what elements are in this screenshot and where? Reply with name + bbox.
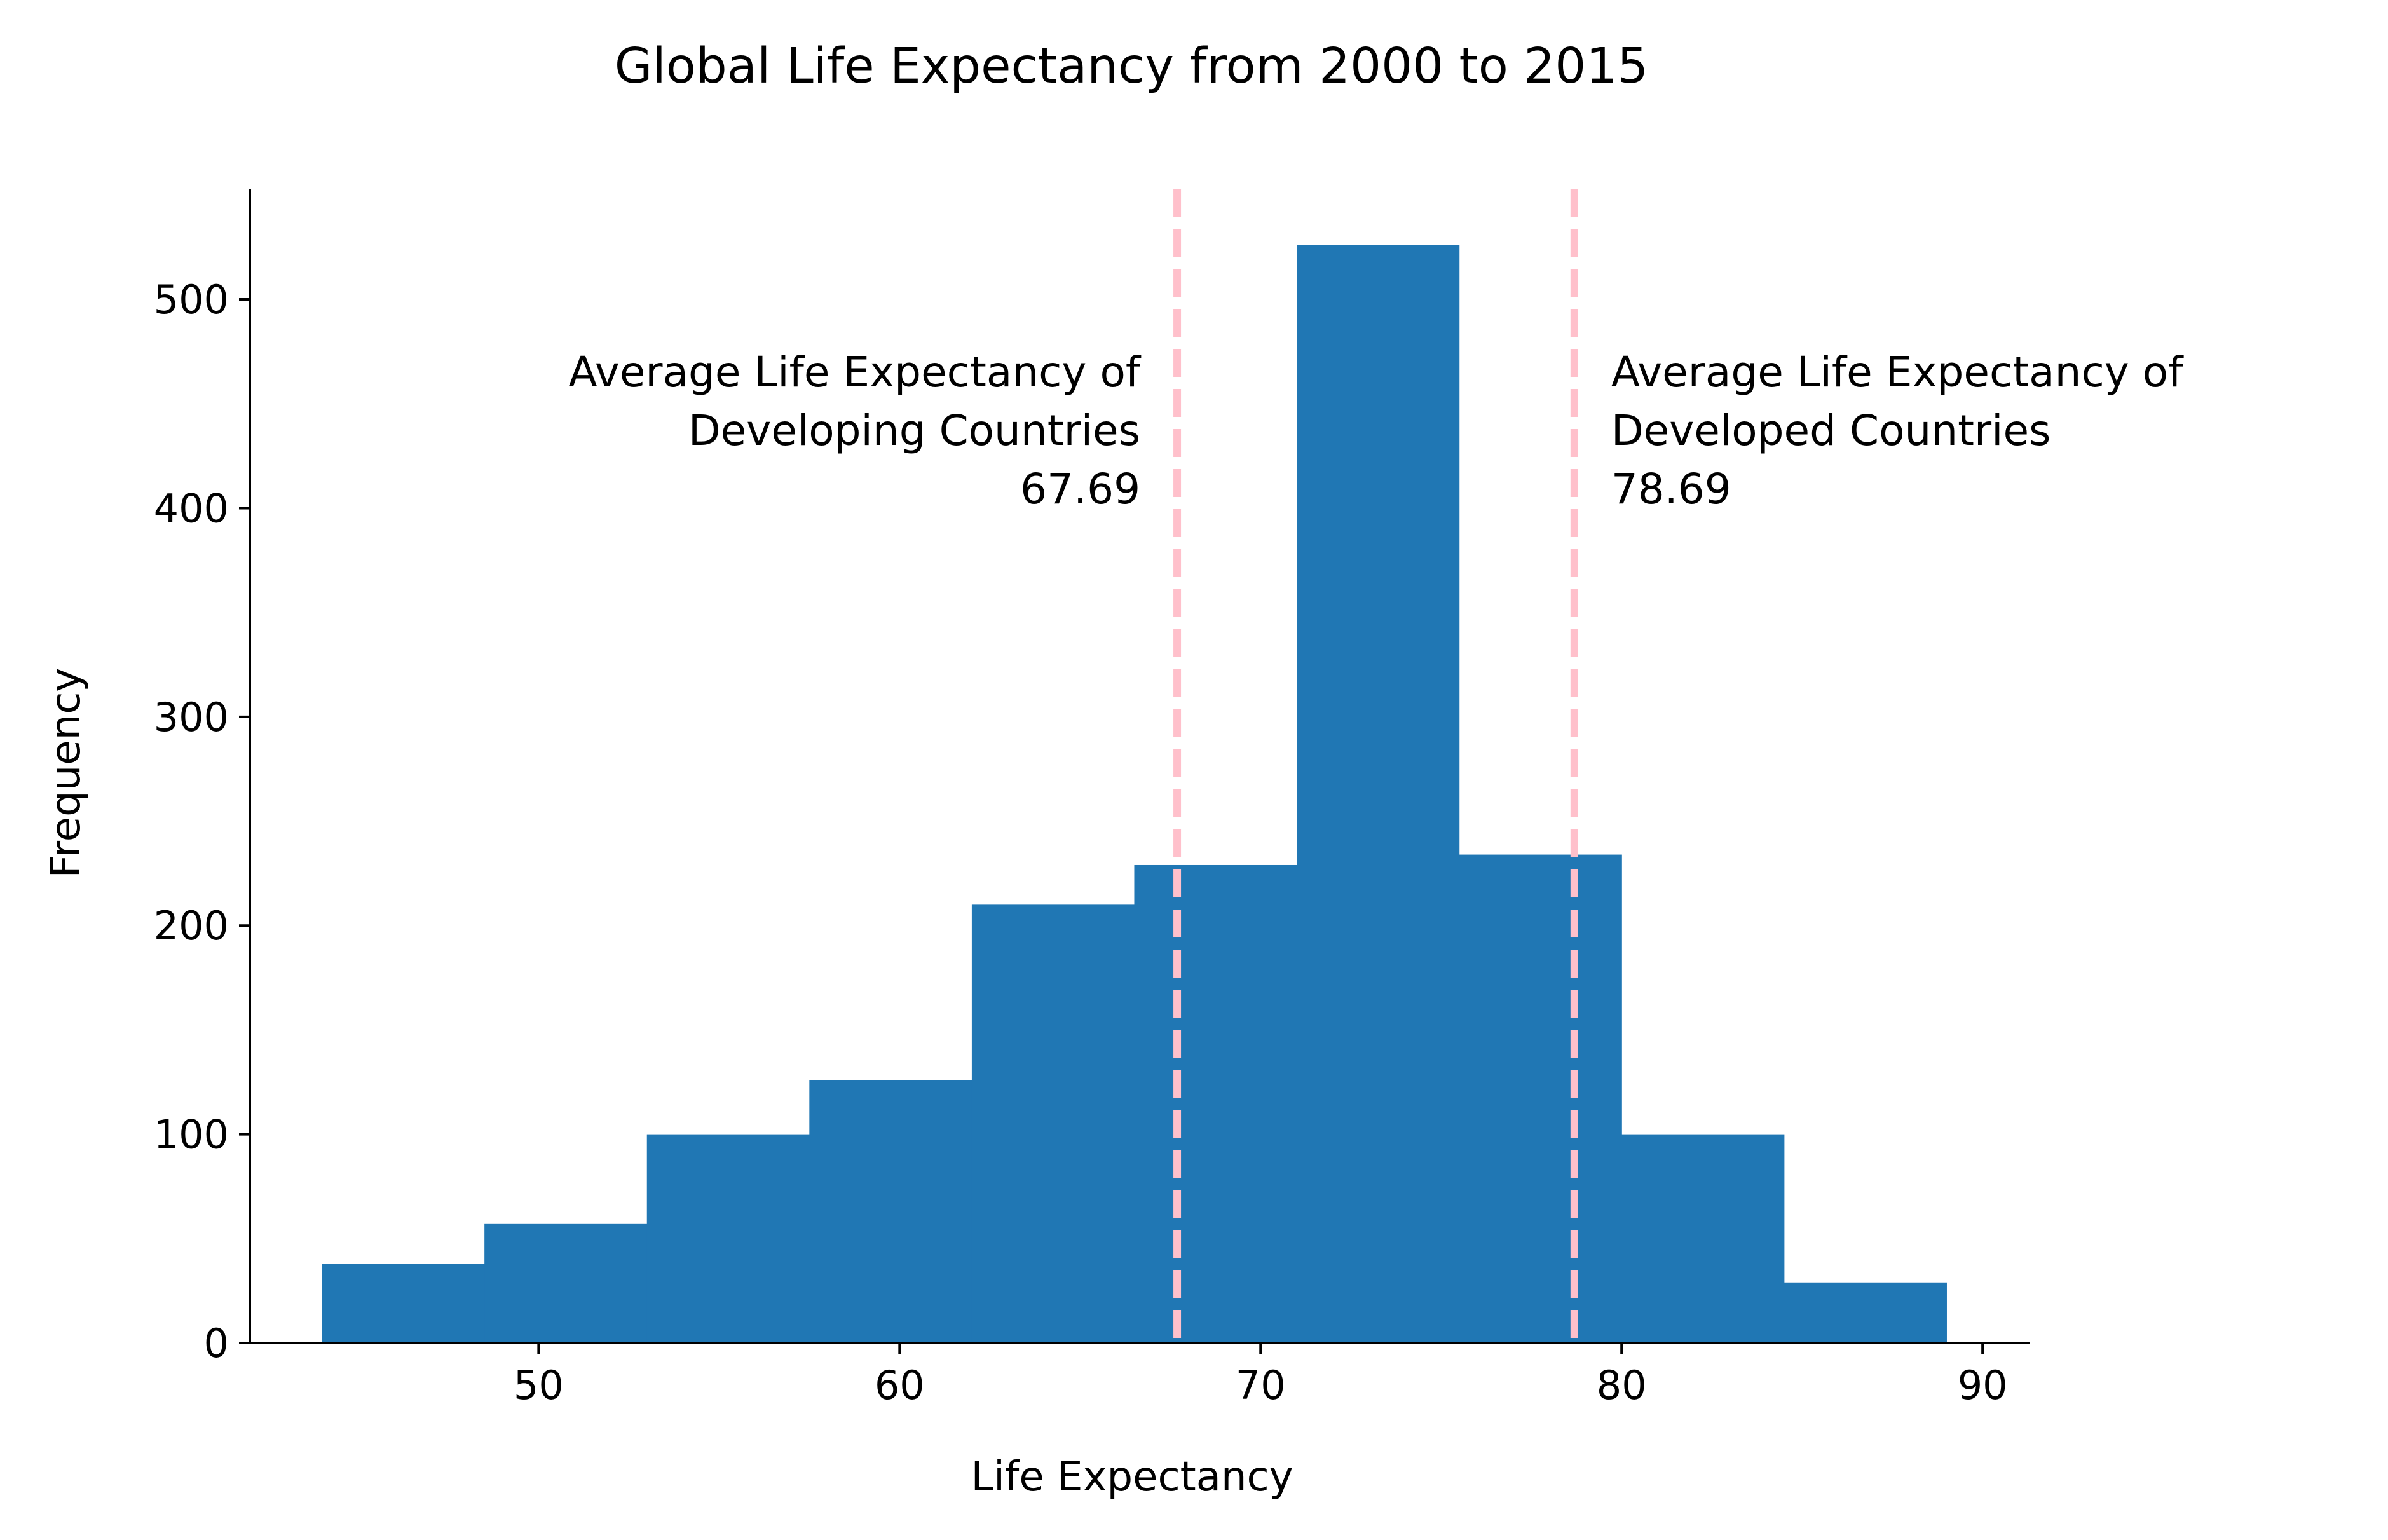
- reference-line-2-label: 78.69: [1611, 465, 1731, 514]
- reference-line-2-label: Developed Countries: [1611, 406, 2051, 455]
- reference-line-2-label: Average Life Expectancy of: [1611, 348, 2184, 397]
- y-axis-label: Frequency: [43, 668, 90, 878]
- histogram-bar: [971, 904, 1135, 1343]
- histogram-bar: [322, 1264, 485, 1343]
- histogram-bar: [1134, 864, 1297, 1343]
- histogram-bar: [1459, 854, 1622, 1343]
- y-tick-label: 0: [204, 1320, 229, 1366]
- reference-line-1-label: 67.69: [1020, 465, 1140, 514]
- reference-line-1-label: Average Life Expectancy of: [568, 348, 1141, 397]
- bars-layer: [322, 245, 1947, 1343]
- histogram-bar: [1784, 1282, 1947, 1343]
- x-axis-label: Life Expectancy: [971, 1454, 1293, 1501]
- chart-title: Global Life Expectancy from 2000 to 2015: [615, 38, 1649, 95]
- y-ticks-layer: 0 100 200 300 400 500: [154, 276, 250, 1366]
- histogram-bar: [646, 1134, 810, 1343]
- histogram-bar: [1297, 245, 1460, 1343]
- x-tick-label: 60: [875, 1362, 925, 1408]
- x-tick-label: 70: [1236, 1362, 1286, 1408]
- axes-layer: [249, 189, 2030, 1344]
- reference-line-1-label: Developing Countries: [688, 406, 1140, 455]
- reference-lines-layer: [1173, 189, 1578, 1343]
- histogram-bar: [484, 1223, 648, 1343]
- x-tick-label: 50: [514, 1362, 564, 1408]
- y-tick-label: 500: [154, 276, 229, 323]
- histogram-bar: [809, 1080, 972, 1343]
- x-ticks-layer: 50 60 70 80 90: [514, 1343, 2008, 1408]
- x-tick-label: 80: [1597, 1362, 1647, 1408]
- y-tick-label: 400: [154, 485, 229, 531]
- y-tick-label: 200: [154, 903, 229, 949]
- y-tick-label: 100: [154, 1112, 229, 1158]
- y-tick-label: 300: [154, 694, 229, 740]
- x-tick-label: 90: [1958, 1362, 2008, 1408]
- histogram-bar: [1621, 1134, 1785, 1343]
- annotations-layer: Average Life Expectancy of Developing Cou…: [568, 348, 2184, 514]
